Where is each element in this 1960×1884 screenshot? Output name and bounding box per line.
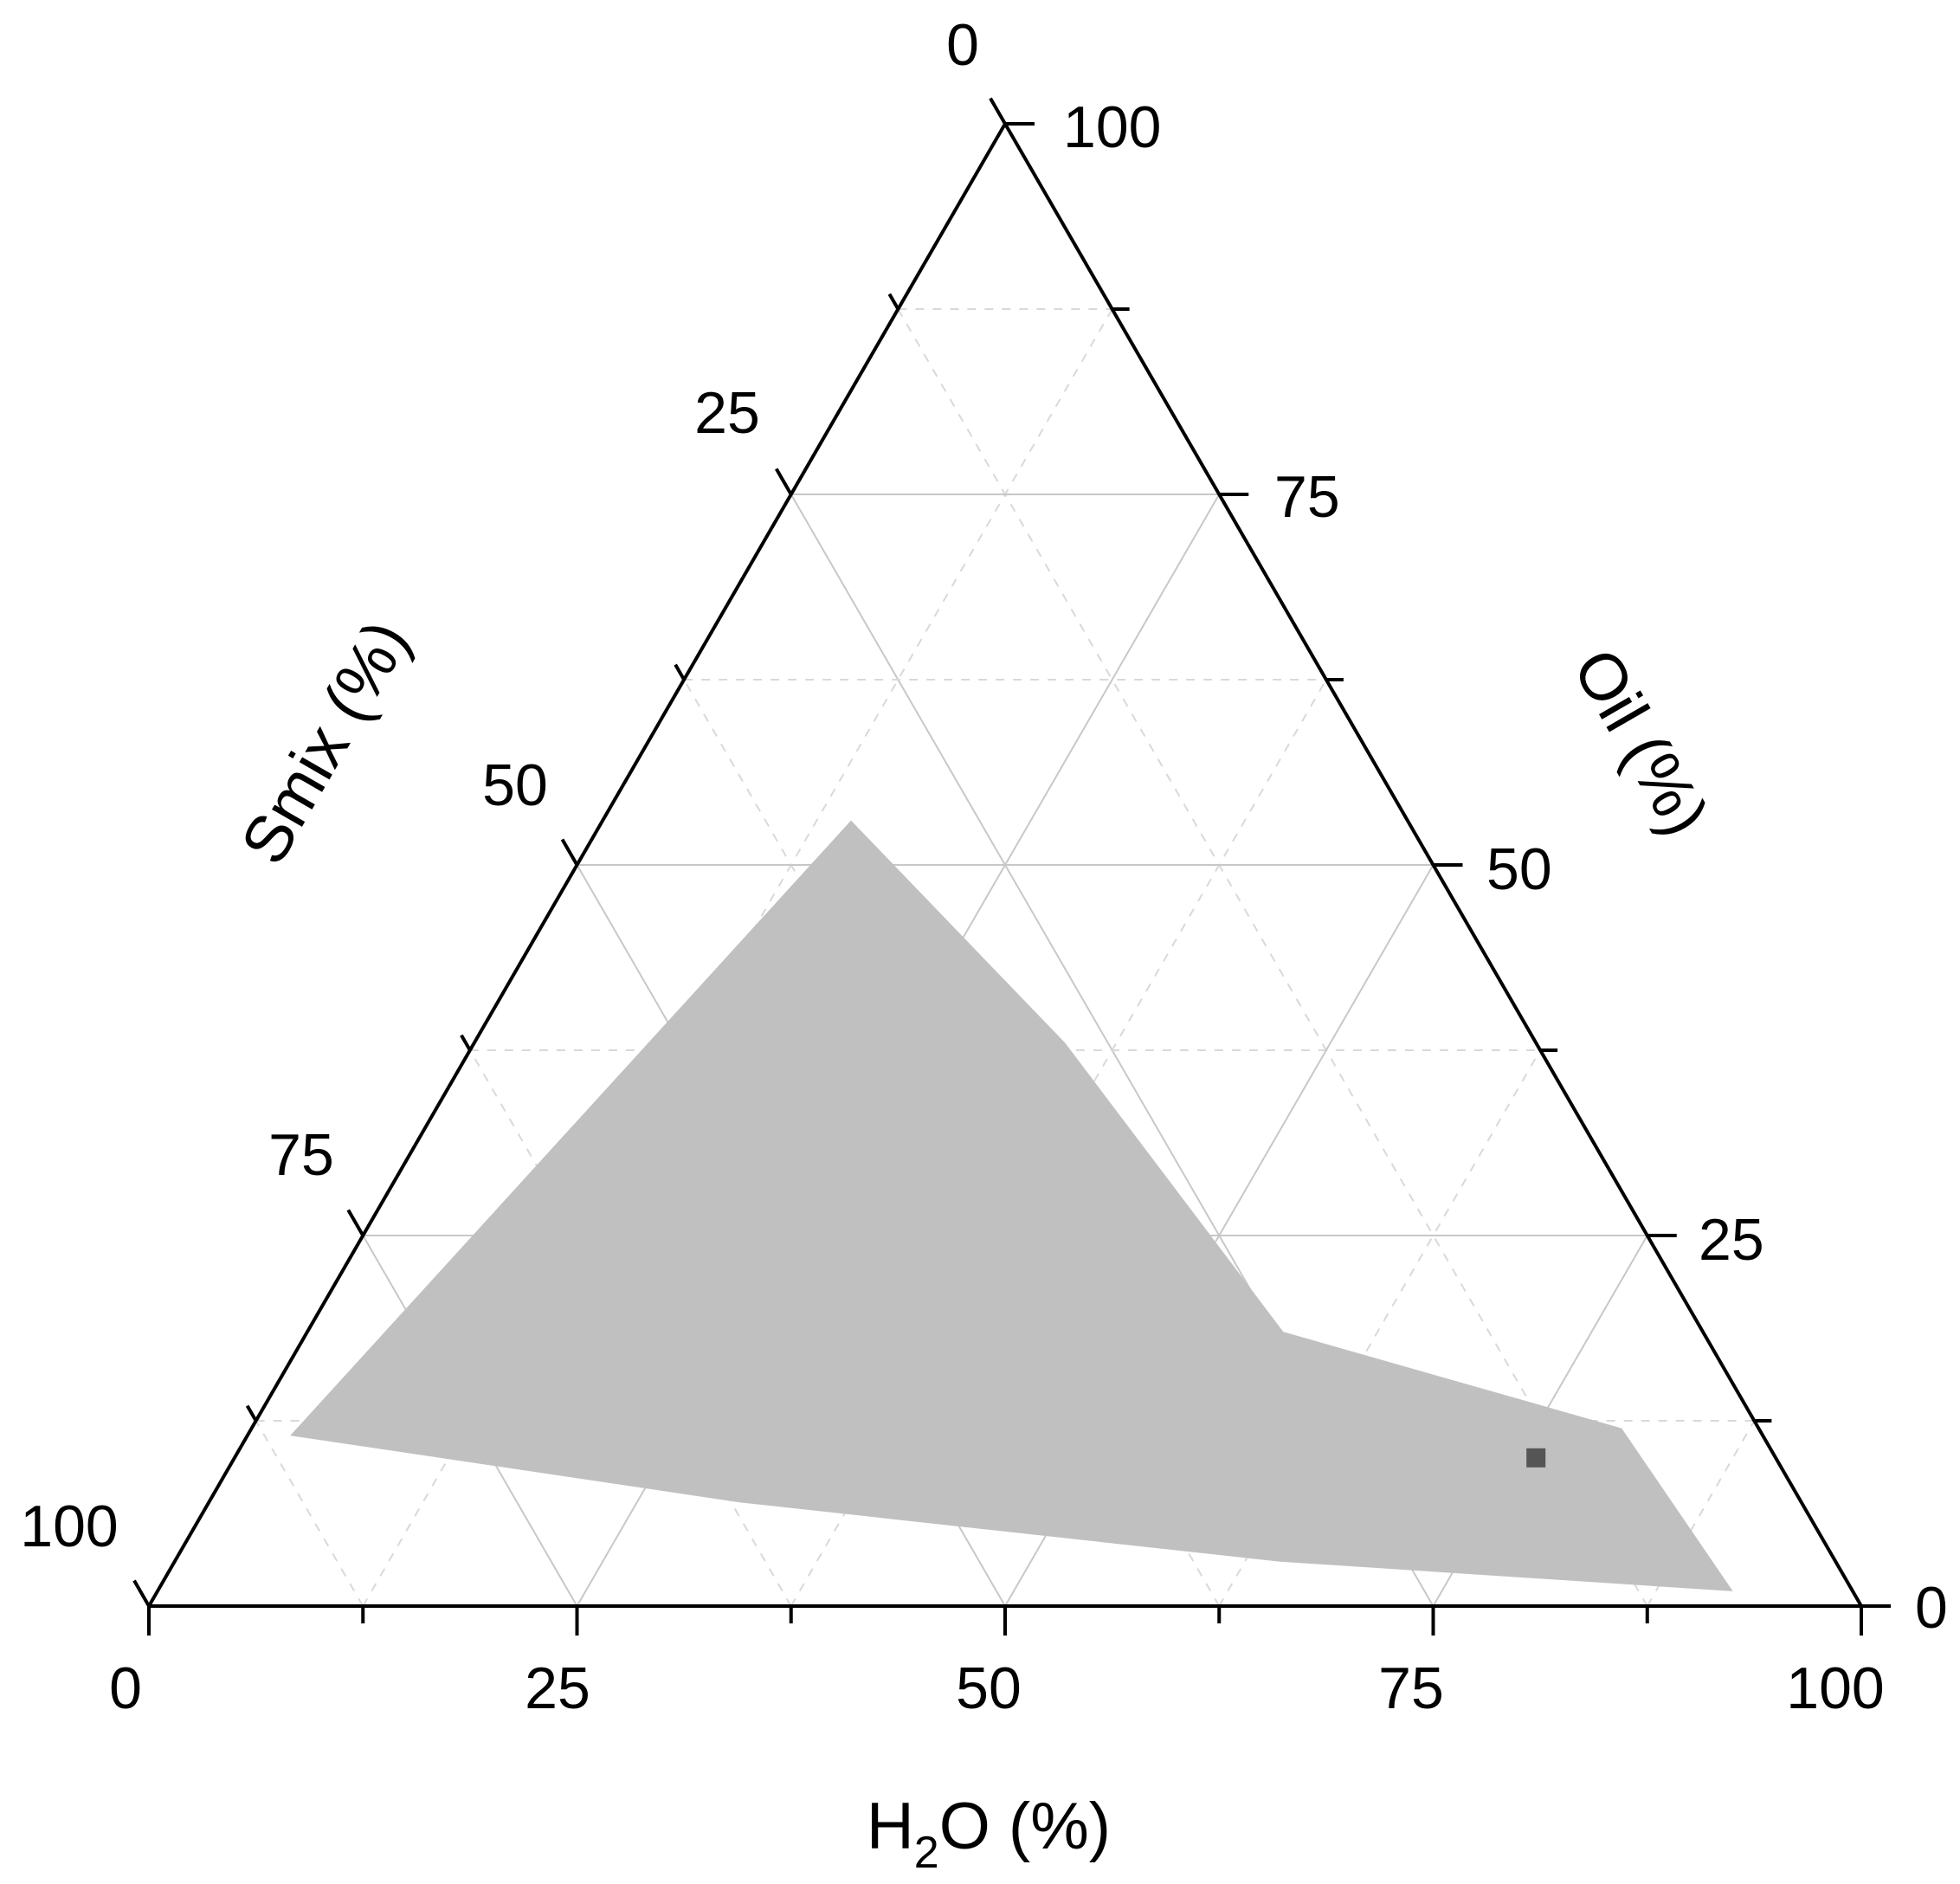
left-axis-tick	[887, 293, 900, 311]
left-tick-label: 25	[694, 380, 760, 446]
data-point-marker	[1526, 1448, 1546, 1468]
bottom-tick-label: 75	[1378, 1655, 1444, 1721]
right-tick-label: 75	[1274, 464, 1340, 530]
left-axis-title: Smix (%)	[227, 609, 424, 876]
left-axis-tick	[245, 1404, 258, 1422]
phase-region	[290, 820, 1733, 1591]
right-tick-label: 0	[1915, 1575, 1948, 1641]
left-axis-tick	[346, 1209, 364, 1237]
left-axis-tick	[132, 1579, 151, 1608]
bottom-tick-label: 50	[956, 1655, 1022, 1721]
minor-grid-line	[255, 1420, 364, 1607]
left-tick-label: 50	[482, 752, 548, 818]
right-axis-tick-labels: 100 75 50 25 0	[1063, 94, 1948, 1641]
left-tick-label: 0	[946, 12, 979, 78]
left-axis-tick-labels: 0 25 50 75 100	[20, 12, 979, 1559]
left-axis-tick	[560, 838, 579, 866]
right-tick-label: 100	[1063, 94, 1161, 160]
left-axis-tick	[989, 97, 1007, 126]
right-tick-label: 25	[1699, 1207, 1764, 1273]
microemulsion-region	[290, 820, 1733, 1591]
left-axis-tick	[460, 1034, 472, 1051]
bottom-axis-title: H2O (%)	[867, 1790, 1111, 1878]
left-tick-label: 75	[268, 1122, 334, 1188]
bottom-tick-label: 0	[109, 1655, 142, 1721]
left-axis-tick	[674, 663, 686, 681]
right-axis-title: Oil (%)	[1558, 636, 1723, 848]
data-points	[1526, 1448, 1546, 1468]
bottom-tick-label: 100	[1786, 1655, 1884, 1721]
right-tick-label: 50	[1486, 836, 1552, 902]
minor-grid-line	[469, 1049, 792, 1607]
bottom-tick-label: 25	[525, 1655, 590, 1721]
left-tick-label: 100	[20, 1494, 118, 1559]
bottom-axis-tick-labels: 0 25 50 75 100	[109, 1655, 1885, 1721]
left-axis-tick	[775, 468, 793, 495]
axis-ticks	[132, 97, 1891, 1636]
minor-grid-line	[897, 308, 1648, 1607]
